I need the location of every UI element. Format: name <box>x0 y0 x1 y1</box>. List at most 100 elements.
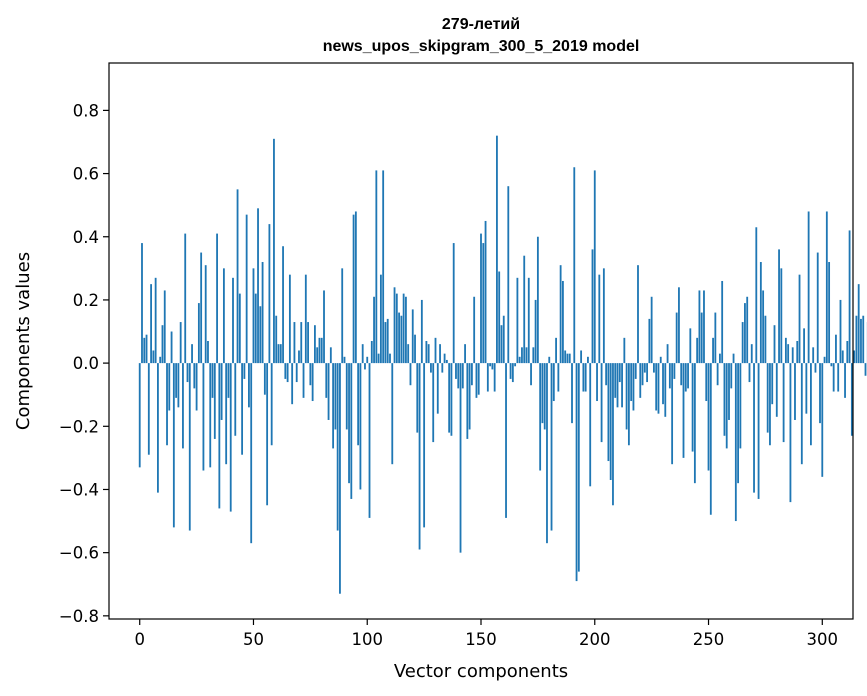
bar-14 <box>170 331 173 364</box>
bar-137 <box>450 363 453 436</box>
bar-159 <box>500 325 503 364</box>
bar-310 <box>844 363 846 398</box>
bar-153 <box>486 363 489 392</box>
bar-169 <box>523 255 526 364</box>
bar-250 <box>707 363 710 471</box>
bar-84 <box>329 347 332 364</box>
bar-231 <box>664 363 667 417</box>
bar-63 <box>282 246 284 364</box>
bar-132 <box>439 344 441 364</box>
bar-128 <box>430 363 432 373</box>
bar-318 <box>862 315 865 364</box>
bar-257 <box>723 363 726 436</box>
bar-92 <box>348 363 350 484</box>
bar-317 <box>860 318 862 364</box>
bar-179 <box>546 363 548 544</box>
bar-54 <box>261 262 264 364</box>
bar-79 <box>318 337 321 364</box>
bar-107 <box>382 170 385 364</box>
bar-191 <box>573 167 576 364</box>
bar-311 <box>846 341 849 364</box>
bar-126 <box>425 341 428 364</box>
bar-189 <box>568 353 571 364</box>
bar-11 <box>163 290 166 364</box>
bar-291 <box>800 363 803 465</box>
bar-1 <box>141 243 143 364</box>
x-tick-label: 250 <box>693 630 725 649</box>
bar-95 <box>354 211 357 364</box>
bar-192 <box>575 363 578 582</box>
bar-5 <box>150 284 152 364</box>
bar-12 <box>166 363 168 446</box>
bar-144 <box>466 363 469 439</box>
bar-261 <box>732 353 735 364</box>
bar-40 <box>229 363 232 512</box>
bar-129 <box>432 363 435 443</box>
bar-312 <box>848 230 851 364</box>
bar-53 <box>259 306 262 364</box>
bar-259 <box>728 363 730 420</box>
bar-281 <box>778 249 780 364</box>
bar-218 <box>634 363 637 379</box>
bar-264 <box>739 363 742 449</box>
bar-295 <box>810 363 812 446</box>
bar-25 <box>195 363 198 411</box>
bar-248 <box>703 290 705 364</box>
bar-243 <box>691 363 694 452</box>
bar-224 <box>648 318 651 364</box>
bar-277 <box>769 363 771 446</box>
bar-119 <box>409 363 412 386</box>
bar-313 <box>850 363 853 436</box>
bar-130 <box>434 337 437 364</box>
bar-147 <box>473 296 476 364</box>
x-tick-label: 0 <box>134 630 145 649</box>
bar-244 <box>693 363 696 484</box>
bar-228 <box>657 363 660 414</box>
bar-68 <box>293 322 296 364</box>
bar-75 <box>309 363 312 386</box>
bar-49 <box>250 363 253 544</box>
bar-225 <box>650 296 653 364</box>
x-axis-label: Vector components <box>394 661 568 682</box>
bar-110 <box>389 353 391 364</box>
bar-10 <box>161 325 164 364</box>
bar-204 <box>602 268 605 364</box>
x-tick-label: 100 <box>351 630 383 649</box>
bar-112 <box>393 287 396 364</box>
bar-87 <box>336 363 339 531</box>
bar-99 <box>364 363 366 370</box>
bar-48 <box>248 363 250 408</box>
bar-18 <box>179 322 182 364</box>
bar-74 <box>307 322 309 364</box>
bar-88 <box>339 363 341 594</box>
y-tick-label: −0.4 <box>59 480 99 499</box>
bar-274 <box>762 290 765 364</box>
bar-135 <box>445 359 448 364</box>
bar-114 <box>398 312 400 364</box>
bar-296 <box>812 347 815 364</box>
bar-251 <box>709 363 712 515</box>
bar-217 <box>632 363 635 411</box>
bar-177 <box>541 363 544 424</box>
bar-138 <box>452 243 455 364</box>
bar-148 <box>475 363 478 398</box>
bar-122 <box>416 363 419 433</box>
bar-116 <box>402 293 405 364</box>
bar-91 <box>345 363 348 430</box>
bar-284 <box>784 337 787 364</box>
bar-9 <box>159 356 162 364</box>
bar-57 <box>268 224 271 364</box>
bar-162 <box>507 186 510 364</box>
bar-13 <box>168 363 171 411</box>
x-tick-label: 200 <box>579 630 611 649</box>
bar-37 <box>222 268 225 364</box>
bar-280 <box>775 363 778 417</box>
bar-118 <box>407 344 410 364</box>
bar-236 <box>675 312 678 364</box>
bar-142 <box>461 363 464 389</box>
bar-36 <box>220 363 223 420</box>
bar-146 <box>470 363 473 386</box>
bar-149 <box>477 363 480 395</box>
bar-206 <box>607 363 610 462</box>
